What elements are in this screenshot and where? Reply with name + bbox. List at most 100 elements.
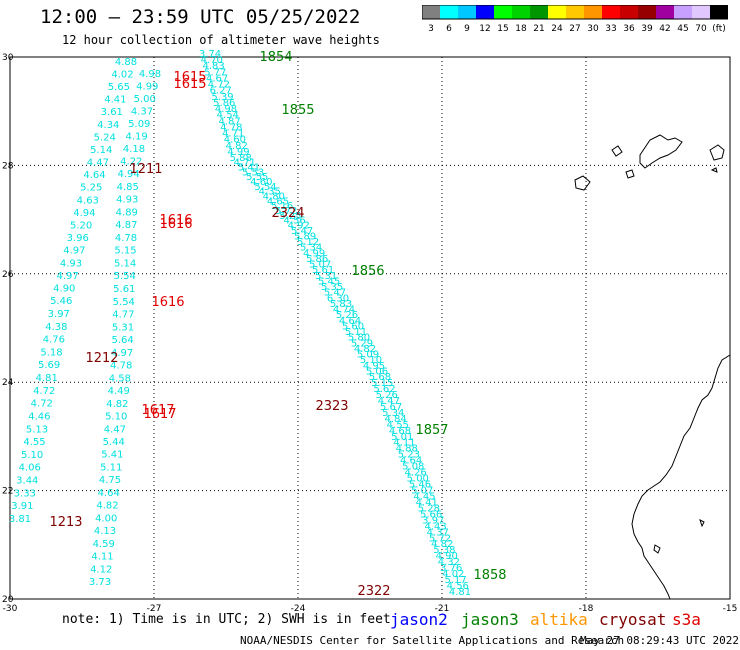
lon-tick-label: -30 — [3, 604, 18, 614]
wave-height-value: 4.11 — [393, 438, 415, 449]
wave-height-value: 5.23 — [398, 450, 420, 461]
wave-height-value: 4.88 — [115, 57, 137, 68]
wave-height-value: 5.38 — [433, 545, 455, 556]
wave-height-value: 4.55 — [23, 437, 45, 448]
pass-time-label: 1615 — [173, 77, 206, 92]
wave-height-value: 4.37 — [131, 107, 153, 118]
wave-height-value: 4.59 — [93, 539, 115, 550]
wave-height-value: 4.12 — [90, 564, 112, 575]
footnote: note: 1) Time is in UTC; 2) SWH is in fe… — [62, 612, 391, 627]
wave-height-values: 4.884.025.654.413.614.345.245.144.474.64… — [9, 49, 471, 598]
pass-time-label: 2323 — [315, 399, 348, 414]
wave-height-value: 5.15 — [114, 246, 136, 257]
lon-tick-label: -24 — [291, 604, 306, 614]
wave-height-value: 4.70 — [201, 55, 223, 66]
wave-height-value: 4.43 — [424, 521, 446, 532]
footer-timestamp: May 27 08:29:43 UTC 2022 — [580, 634, 739, 647]
wave-height-value: 3.97 — [48, 309, 70, 320]
legend-jason2: jason2 — [390, 610, 448, 629]
wave-height-value: 4.37 — [427, 527, 449, 538]
wave-height-value: 4.82 — [96, 501, 118, 512]
map-grid — [10, 57, 730, 599]
wave-height-value: 5.07 — [411, 486, 433, 497]
colorbar-swatch — [710, 5, 728, 19]
wave-height-value: 4.82 — [354, 344, 376, 355]
wave-height-value: 4.99 — [136, 82, 158, 93]
wave-height-value: 4.82 — [226, 141, 248, 152]
wave-height-value: 4.45 — [413, 492, 435, 503]
colorbar-label: 45 — [677, 24, 688, 34]
colorbar-label: 21 — [533, 24, 544, 34]
colorbar-label: 6 — [446, 24, 452, 34]
colorbar-label: 30 — [587, 24, 599, 34]
colorbar-label: 3 — [428, 24, 434, 34]
wave-height-value: 4.89 — [116, 207, 138, 218]
wave-height-value: 4.75 — [99, 475, 121, 486]
pass-time-label: 1616 — [151, 295, 184, 310]
colorbar-label: 39 — [641, 24, 653, 34]
colorbar-label: 24 — [551, 24, 563, 34]
wave-height-value: 4.58 — [109, 373, 131, 384]
wave-height-value: 4.78 — [115, 233, 137, 244]
wave-height-value: 4.81 — [449, 587, 471, 598]
wave-height-value: 5.64 — [111, 335, 133, 346]
pass-time-label: 1856 — [351, 264, 384, 279]
wave-height-value: 4.90 — [53, 284, 75, 295]
lat-tick-label: 20 — [2, 595, 14, 605]
colorbar-swatch — [674, 5, 692, 19]
wave-height-value: 5.61 — [312, 265, 334, 276]
wave-height-value: 4.78 — [110, 361, 132, 372]
colorbar-swatch — [620, 5, 638, 19]
wave-height-value: 4.13 — [94, 526, 116, 537]
wave-height-value: 5.26 — [336, 310, 358, 321]
colorbar-swatch — [458, 5, 476, 19]
legend-altika: altika — [530, 610, 588, 629]
colorbar-swatch — [530, 5, 548, 19]
wave-height-value: 6.27 — [210, 86, 232, 97]
wave-height-value: 4.55 — [387, 420, 409, 431]
colorbar-swatch — [494, 5, 512, 19]
wave-height-value: 5.24 — [94, 132, 116, 143]
wave-height-value: 5.89 — [294, 232, 316, 243]
wave-height-value: 5.34 — [382, 408, 404, 419]
wave-height-value: 5.62 — [373, 384, 395, 395]
wave-height-value: 4.41 — [104, 95, 126, 106]
pass-time-label: 2322 — [357, 584, 390, 599]
wave-height-value: 5.46 — [50, 296, 72, 307]
wave-height-value: 3.81 — [9, 514, 31, 525]
wave-height-value: 4.97 — [111, 348, 133, 359]
wave-height-value: 5.67 — [380, 402, 402, 413]
wave-height-value: 5.31 — [315, 271, 337, 282]
colorbar-label: 15 — [497, 24, 508, 34]
wave-height-value: 4.11 — [91, 552, 113, 563]
wave-height-value: 5.11 — [345, 327, 367, 338]
wave-height-value: 4.93 — [60, 258, 82, 269]
pass-time-label: 1211 — [129, 162, 162, 177]
wave-height-value: 5.41 — [238, 163, 260, 174]
wave-height-value: 5.53 — [242, 167, 264, 178]
wave-height-value: 5.65 — [108, 82, 130, 93]
wave-height-value: 4.65 — [267, 196, 289, 207]
wave-height-value: 5.60 — [342, 321, 364, 332]
wave-height-value: 4.32 — [438, 557, 460, 568]
wave-height-value: 5.72 — [275, 206, 297, 217]
wave-height-value: 4.46 — [28, 412, 50, 423]
wave-height-value: 5.10 — [21, 450, 43, 461]
wave-height-value: 5.01 — [391, 432, 413, 443]
colorbar-swatch — [440, 5, 458, 19]
wave-height-value: 3.44 — [16, 476, 38, 487]
wave-height-value: 5.29 — [351, 338, 373, 349]
colorbar-label: (ft) — [712, 24, 726, 34]
wave-height-value: 4.72 — [33, 386, 55, 397]
wave-height-value: 4.22 — [120, 157, 142, 168]
pass-time-label: 1857 — [415, 423, 448, 438]
wave-height-value: 4.18 — [123, 144, 145, 155]
pass-time-label: 1858 — [473, 568, 506, 583]
wave-height-value: 5.77 — [204, 67, 226, 78]
wave-height-value: 6.30 — [327, 293, 349, 304]
map-axis-ticks: -30 -27 -24 -21 -18 -15 30 28 26 24 22 20 — [2, 53, 737, 614]
wave-height-value: 5.12 — [297, 237, 319, 248]
wave-height-value: 5.66 — [420, 509, 442, 520]
wave-height-value: 5.83 — [330, 299, 352, 310]
